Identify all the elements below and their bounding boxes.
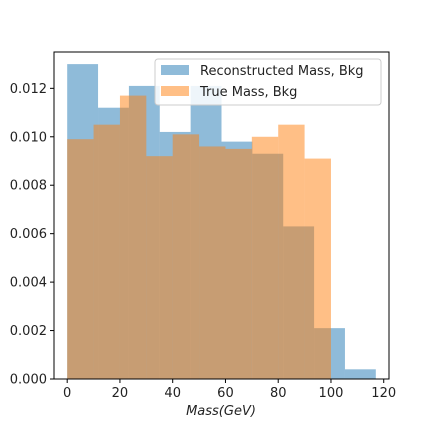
x-tick-label: 120 — [371, 386, 396, 401]
y-tick-label: 0.012 — [10, 82, 47, 97]
y-tick-label: 0.010 — [10, 130, 47, 145]
legend-swatch-reconstructed — [161, 65, 189, 75]
y-tick-label: 0.006 — [10, 227, 47, 242]
y-tick-label: 0.002 — [10, 324, 47, 339]
y-tick-label: 0.004 — [10, 276, 47, 291]
legend-label-reconstructed: Reconstructed Mass, Bkg — [200, 64, 364, 79]
bar-series1-bin0 — [67, 139, 94, 379]
legend-box — [154, 58, 382, 106]
bar-series1-bin9 — [304, 158, 331, 379]
x-axis: 0 20 40 60 80 100 120 — [63, 379, 396, 401]
bar-series1-bin2 — [119, 95, 147, 379]
bar-series1-bin7 — [251, 136, 279, 379]
legend-label-true: True Mass, Bkg — [199, 85, 297, 100]
x-tick-label: 20 — [112, 386, 129, 401]
bar-series1-bin8 — [278, 124, 305, 380]
bar-series1-bin1 — [93, 124, 120, 380]
y-tick-label: 0.008 — [10, 179, 47, 194]
bar-series1-bin5 — [199, 146, 226, 379]
bar-series1-bin6 — [225, 148, 252, 379]
bar-series1-bin4 — [172, 134, 200, 379]
legend-swatch-true — [161, 86, 189, 96]
x-axis-label: Mass(GeV) — [186, 404, 256, 419]
x-tick-label: 80 — [270, 386, 287, 401]
y-tick-label: 0.000 — [10, 373, 47, 388]
x-tick-label: 40 — [164, 386, 181, 401]
plot-frame — [53, 51, 390, 380]
y-axis: 0.000 0.002 0.004 0.006 0.008 0.010 0.012 — [10, 82, 54, 388]
x-tick-label: 100 — [319, 386, 344, 401]
bar-series0-bin9 — [344, 369, 376, 379]
bars-layer — [67, 64, 376, 380]
x-tick-label: 60 — [217, 386, 234, 401]
bar-series1-bin3 — [146, 156, 173, 379]
legend: Reconstructed Mass, Bkg True Mass, Bkg — [154, 58, 382, 106]
x-tick-label: 0 — [63, 386, 71, 401]
